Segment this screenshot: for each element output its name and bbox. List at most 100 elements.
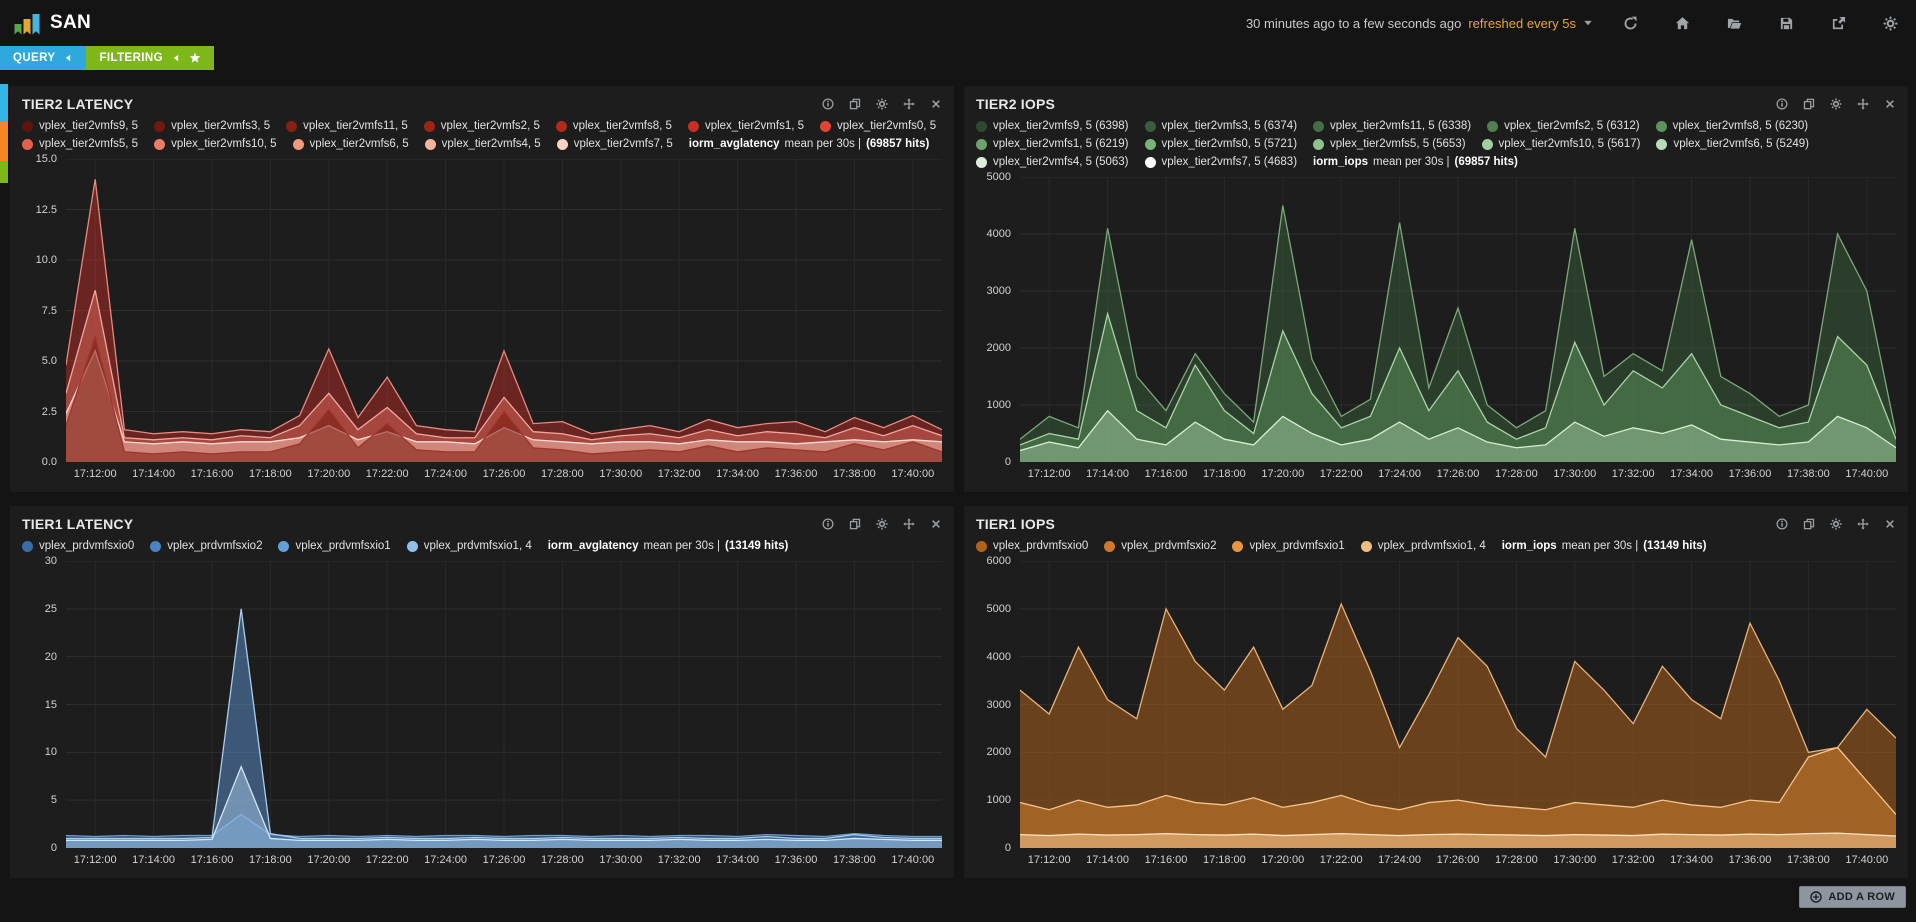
legend-item[interactable]: vplex_tier2vmfs8, 5 (6230)	[1655, 119, 1808, 133]
x-tick-label: 17:22:00	[365, 468, 409, 480]
x-tick-label: 17:30:00	[1553, 854, 1597, 866]
legend-item[interactable]: vplex_tier2vmfs7, 5	[556, 137, 673, 151]
brand[interactable]: SAN	[14, 12, 91, 35]
legend-item[interactable]: vplex_tier2vmfs10, 5	[154, 137, 277, 151]
legend-item[interactable]: vplex_tier2vmfs2, 5	[423, 119, 540, 133]
series-label: vplex_tier2vmfs6, 5 (5249)	[1673, 138, 1809, 150]
y-tick-label: 2.5	[41, 405, 57, 418]
settings-icon[interactable]	[1883, 16, 1898, 31]
legend-item[interactable]: vplex_tier2vmfs4, 5	[424, 137, 541, 151]
legend-item[interactable]: vplex_tier2vmfs2, 5 (6312)	[1487, 119, 1640, 133]
settings-icon[interactable]	[876, 98, 888, 110]
legend-item[interactable]: vplex_tier2vmfs9, 5	[22, 119, 138, 133]
info-icon[interactable]	[1776, 518, 1788, 530]
x-tick-label: 17:12:00	[1027, 854, 1071, 866]
x-axis: 17:12:00 17:14:00 17:16:00 17:18:00 17:20:00…	[66, 848, 942, 870]
legend-item[interactable]: vplex_prdvmfsxio2	[1104, 539, 1216, 553]
series-label: vplex_tier2vmfs9, 5 (6398)	[993, 120, 1129, 132]
move-icon[interactable]	[903, 518, 915, 530]
legend-item[interactable]: vplex_prdvmfsxio1, 4	[1360, 539, 1486, 553]
legend-item[interactable]: vplex_tier2vmfs7, 5 (4683)	[1144, 155, 1297, 169]
chart-plot[interactable]	[66, 159, 942, 462]
info-icon[interactable]	[822, 518, 834, 530]
legend-item[interactable]: vplex_tier2vmfs0, 5 (5721)	[1144, 137, 1297, 151]
legend-item[interactable]: vplex_tier2vmfs9, 5 (6398)	[976, 119, 1129, 133]
row-collapse-handle[interactable]	[0, 122, 8, 161]
legend-item[interactable]: vplex_tier2vmfs1, 5 (6219)	[976, 137, 1129, 151]
legend-item[interactable]: vplex_tier2vmfs6, 5 (5249)	[1656, 137, 1809, 151]
x-axis: 17:12:00 17:14:00 17:16:00 17:18:00 17:20:00…	[1020, 462, 1896, 484]
x-tick-label: 17:14:00	[132, 854, 176, 866]
row-collapse-handle[interactable]	[0, 84, 8, 122]
y-tick-label: 10.0	[35, 254, 57, 266]
add-row-button[interactable]: ADD A ROW	[1799, 886, 1906, 908]
refresh-icon[interactable]	[1623, 16, 1638, 31]
close-icon[interactable]	[1884, 98, 1896, 110]
duplicate-icon[interactable]	[1803, 98, 1815, 110]
x-tick-label: 17:40:00	[1845, 468, 1889, 480]
y-tick-label: 3000	[986, 698, 1011, 711]
chevron-down-icon	[1583, 18, 1593, 28]
tab-query[interactable]: QUERY	[0, 46, 87, 70]
close-icon[interactable]	[930, 98, 942, 110]
row-collapse-handle[interactable]	[0, 161, 8, 183]
series-label: vplex_tier2vmfs11, 5 (6338)	[1330, 120, 1472, 132]
legend-item[interactable]: vplex_prdvmfsxio2	[150, 539, 262, 553]
time-range-label[interactable]: 30 minutes ago to a few seconds ago	[1245, 15, 1462, 31]
open-folder-icon[interactable]	[1727, 16, 1742, 31]
legend-item[interactable]: vplex_prdvmfsxio1, 4	[406, 539, 532, 553]
legend-stat: iorm_iops mean per 30s | (69857 hits)	[1313, 156, 1518, 168]
close-icon[interactable]	[930, 518, 942, 530]
series-color-dot	[22, 138, 33, 150]
duplicate-icon[interactable]	[849, 98, 861, 110]
legend-item[interactable]: vplex_tier2vmfs5, 5 (5653)	[1313, 137, 1466, 151]
settings-icon[interactable]	[1830, 98, 1842, 110]
panel-title[interactable]: TIER2 IOPS	[976, 96, 1056, 112]
panel-title[interactable]: TIER1 LATENCY	[22, 516, 134, 532]
legend-item[interactable]: vplex_tier2vmfs1, 5	[687, 119, 804, 133]
move-icon[interactable]	[1857, 518, 1869, 530]
legend-item[interactable]: vplex_tier2vmfs6, 5	[292, 137, 409, 151]
legend-item[interactable]: vplex_prdvmfsxio1	[1232, 539, 1345, 553]
settings-icon[interactable]	[876, 518, 888, 530]
legend-item[interactable]: vplex_prdvmfsxio1	[278, 539, 391, 553]
legend-item[interactable]: vplex_tier2vmfs11, 5 (6338)	[1313, 119, 1471, 133]
refresh-interval-label: refreshed every 5s	[1468, 15, 1576, 31]
duplicate-icon[interactable]	[1803, 518, 1815, 530]
x-tick-label: 17:38:00	[1786, 854, 1830, 866]
panel-title[interactable]: TIER1 IOPS	[976, 516, 1056, 532]
panel-grid: TIER2 LATENCY vplex_tier2vmfs9, 5 vplex_t…	[0, 70, 1916, 908]
move-icon[interactable]	[903, 98, 915, 110]
legend-item[interactable]: vplex_tier2vmfs3, 5 (6374)	[1144, 119, 1297, 133]
y-tick-label: 1000	[986, 794, 1011, 807]
info-icon[interactable]	[822, 98, 834, 110]
legend-item[interactable]: vplex_tier2vmfs8, 5	[555, 119, 672, 133]
panel-title[interactable]: TIER2 LATENCY	[22, 96, 134, 112]
x-tick-label: 17:18:00	[248, 468, 292, 480]
legend-item[interactable]: vplex_tier2vmfs11, 5	[286, 119, 408, 133]
legend-item[interactable]: vplex_prdvmfsxio0	[22, 539, 134, 553]
legend-item[interactable]: vplex_prdvmfsxio0	[976, 539, 1088, 553]
x-tick-label: 17:32:00	[1611, 468, 1655, 480]
legend-item[interactable]: vplex_tier2vmfs10, 5 (5617)	[1481, 137, 1640, 151]
move-icon[interactable]	[1857, 98, 1869, 110]
refresh-interval-dropdown[interactable]: refreshed every 5s	[1468, 16, 1593, 31]
settings-icon[interactable]	[1830, 518, 1842, 530]
legend-item[interactable]: vplex_tier2vmfs0, 5	[820, 119, 936, 133]
series-label: vplex_tier2vmfs2, 5	[440, 120, 540, 132]
save-icon[interactable]	[1779, 16, 1794, 31]
x-tick-label: 17:22:00	[1319, 468, 1363, 480]
chart-plot[interactable]	[66, 561, 942, 848]
home-icon[interactable]	[1675, 16, 1690, 31]
legend-item[interactable]: vplex_tier2vmfs3, 5	[154, 119, 270, 133]
tab-filtering[interactable]: FILTERING	[86, 46, 214, 70]
chart-plot[interactable]	[1020, 561, 1896, 848]
close-icon[interactable]	[1884, 518, 1896, 530]
legend-item[interactable]: vplex_tier2vmfs4, 5 (5063)	[976, 155, 1129, 169]
chart-plot[interactable]	[1020, 177, 1896, 462]
legend-item[interactable]: vplex_tier2vmfs5, 5	[22, 137, 138, 151]
x-tick-label: 17:26:00	[1436, 468, 1480, 480]
duplicate-icon[interactable]	[849, 518, 861, 530]
info-icon[interactable]	[1776, 98, 1788, 110]
share-icon[interactable]	[1831, 16, 1846, 31]
